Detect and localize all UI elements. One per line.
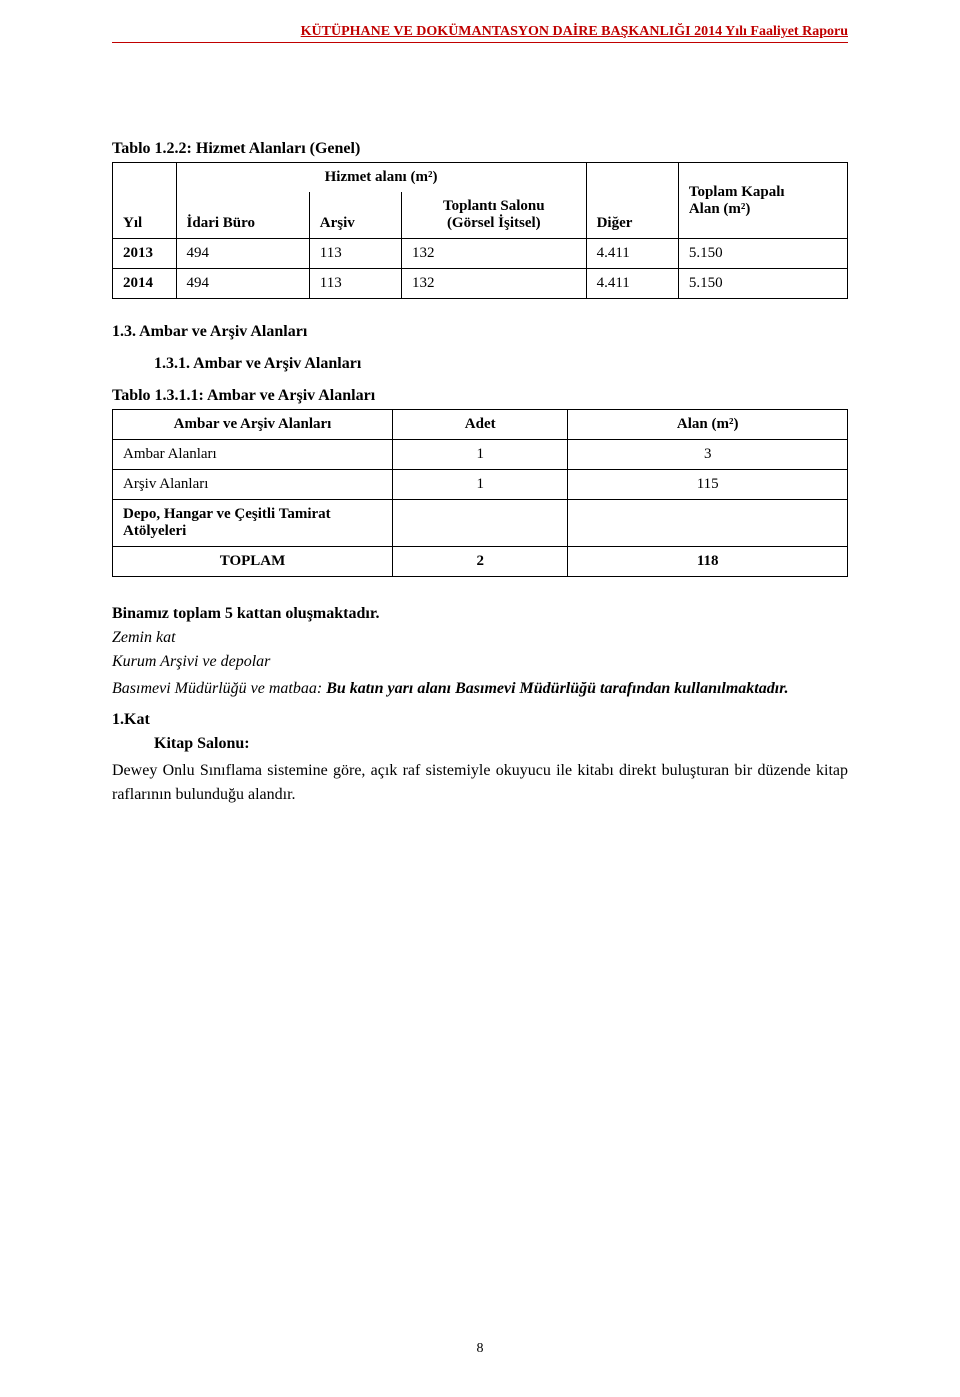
cell-adet: 1 (393, 440, 568, 470)
cell-label: Arşiv Alanları (113, 470, 393, 500)
table-row: Ambar Alanları 1 3 (113, 440, 848, 470)
cell-arsiv: 113 (309, 269, 401, 299)
th-toplanti: Toplantı Salonu (Görsel İşitsel) (402, 192, 587, 239)
table-row: 2014 494 113 132 4.411 5.150 (113, 269, 848, 299)
table-row-toplam: TOPLAM 2 118 (113, 547, 848, 577)
cell-alan-empty (568, 500, 848, 547)
cell-depo: Depo, Hangar ve Çeşitli Tamirat Atölyele… (113, 500, 393, 547)
table-hizmet-alanlari: Yıl Hizmet alanı (m²) Diğer Toplam Kapal… (112, 162, 848, 299)
bina-text: Binamız toplam 5 kattan oluşmaktadır. (112, 605, 848, 623)
th-hizmet: Hizmet alanı (m²) (176, 163, 586, 193)
cell-label: Ambar Alanları (113, 440, 393, 470)
th-diger: Diğer (586, 163, 678, 239)
cell-idari: 494 (176, 269, 309, 299)
cell-adet-empty (393, 500, 568, 547)
th-toplam: Toplam Kapalı Alan (m²) (678, 163, 847, 239)
basimevi-prefix: Basımevi Müdürlüğü ve matbaa: (112, 680, 326, 697)
th-toplam-l1: Toplam Kapalı (689, 184, 785, 200)
cell-arsiv: 113 (309, 239, 401, 269)
cell-diger: 4.411 (586, 239, 678, 269)
zemin-text: Zemin kat (112, 629, 848, 647)
cell-toplam-alan: 118 (568, 547, 848, 577)
cell-diger: 4.411 (586, 269, 678, 299)
th-ambar-label: Ambar ve Arşiv Alanları (113, 410, 393, 440)
th-toplam-l2: Alan (m²) (689, 201, 751, 217)
cell-yil: 2014 (113, 269, 177, 299)
depo-l2: Atölyeleri (123, 523, 186, 539)
section-1-3-1: 1.3.1. Ambar ve Arşiv Alanları (154, 355, 848, 373)
basimevi-bold: Bu katın yarı alanı Basımevi Müdürlüğü t… (326, 680, 788, 697)
page-header: KÜTÜPHANE VE DOKÜMANTASYON DAİRE BAŞKANL… (112, 24, 848, 43)
table-row: Arşiv Alanları 1 115 (113, 470, 848, 500)
th-alan: Alan (m²) (568, 410, 848, 440)
cell-toplam-label: TOPLAM (113, 547, 393, 577)
cell-toplam-adet: 2 (393, 547, 568, 577)
cell-toplanti: 132 (402, 269, 587, 299)
th-idari: İdari Büro (176, 192, 309, 239)
th-toplanti-l2: (Görsel İşitsel) (447, 215, 541, 231)
table2-title: Tablo 1.3.1.1: Ambar ve Arşiv Alanları (112, 387, 848, 405)
depo-l1: Depo, Hangar ve Çeşitli Tamirat (123, 506, 331, 522)
basimevi-para: Basımevi Müdürlüğü ve matbaa: Bu katın y… (112, 677, 848, 701)
table-ambar-arsiv: Ambar ve Arşiv Alanları Adet Alan (m²) A… (112, 409, 848, 577)
th-arsiv: Arşiv (309, 192, 401, 239)
page-number: 8 (0, 1341, 960, 1357)
kurum-text: Kurum Arşivi ve depolar (112, 653, 848, 671)
table-row: Depo, Hangar ve Çeşitli Tamirat Atölyele… (113, 500, 848, 547)
th-adet: Adet (393, 410, 568, 440)
cell-toplanti: 132 (402, 239, 587, 269)
table-row: 2013 494 113 132 4.411 5.150 (113, 239, 848, 269)
page-content: Tablo 1.2.2: Hizmet Alanları (Genel) Yıl… (0, 0, 960, 867)
cell-alan: 115 (568, 470, 848, 500)
dewey-text: Dewey Onlu Sınıflama sistemine göre, açı… (112, 759, 848, 807)
th-toplanti-l1: Toplantı Salonu (443, 198, 545, 214)
cell-idari: 494 (176, 239, 309, 269)
table1-title: Tablo 1.2.2: Hizmet Alanları (Genel) (112, 140, 848, 158)
cell-yil: 2013 (113, 239, 177, 269)
section-1-3: 1.3. Ambar ve Arşiv Alanları (112, 323, 848, 341)
cell-toplam: 5.150 (678, 239, 847, 269)
kat1-heading: 1.Kat (112, 711, 848, 729)
kitap-salonu-heading: Kitap Salonu: (154, 735, 848, 753)
cell-alan: 3 (568, 440, 848, 470)
th-yil: Yıl (113, 163, 177, 239)
cell-adet: 1 (393, 470, 568, 500)
cell-toplam: 5.150 (678, 269, 847, 299)
